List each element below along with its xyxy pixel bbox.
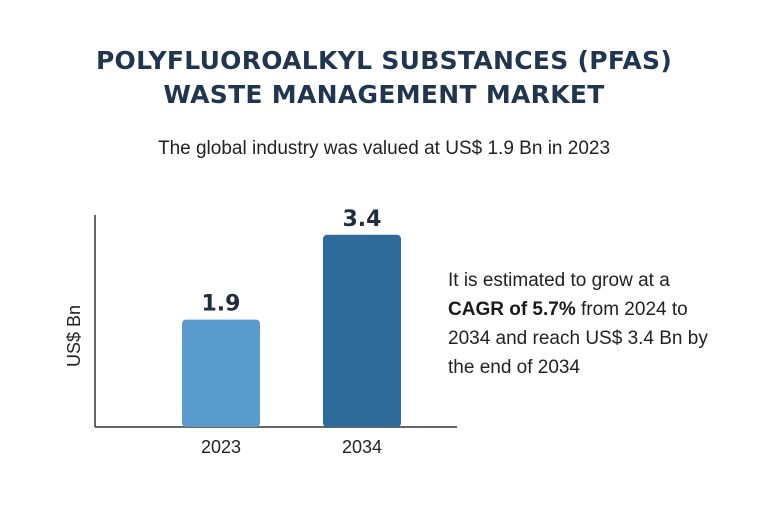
growth-summary: It is estimated to grow at a CAGR of 5.7… [448,266,728,382]
bar-chart: US$ Bn 1.9 2023 3.4 2034 [64,207,457,457]
bar-2034 [323,234,401,427]
data-label-2034: 3.4 [343,207,382,232]
bars-group: 1.9 2023 3.4 2034 [182,207,401,457]
page-title-line-2: WASTE MANAGEMENT MARKET [163,80,605,109]
x-tick-label-2034: 2034 [342,437,382,457]
x-tick-label-2023: 2023 [201,437,241,457]
summary-text-part1: It is estimated to grow at a [448,270,670,291]
data-label-2023: 1.9 [202,292,241,317]
y-axis-label: US$ Bn [64,305,84,367]
bar-2023 [182,319,260,427]
page-title-line-1: POLYFLUOROALKYL SUBSTANCES (PFAS) [95,46,673,75]
summary-text-part2: from 2024 to 2034 and reach US$ 3.4 Bn b… [448,299,708,378]
cagr-highlight: CAGR of 5.7% [448,299,576,320]
title-block: POLYFLUOROALKYL SUBSTANCES (PFAS) WASTE … [0,44,768,112]
page-subtitle: The global industry was valued at US$ 1.… [157,138,611,159]
